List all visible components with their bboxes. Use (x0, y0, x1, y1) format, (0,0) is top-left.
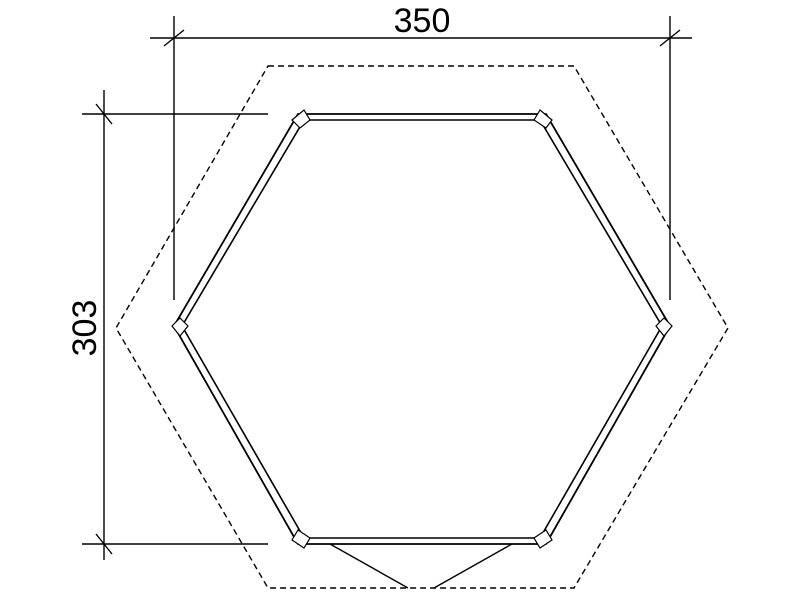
roof-overhang-outline (115, 65, 729, 589)
corner-post (291, 529, 311, 549)
tick-mark (659, 29, 681, 47)
entrance-lines (329, 543, 513, 589)
door-line-left (329, 543, 409, 589)
wall-inner-edge (181, 119, 663, 539)
tick-mark (163, 29, 185, 47)
corner-post (171, 317, 189, 337)
width-dimension (150, 16, 692, 300)
corner-post (533, 109, 553, 129)
corner-post (533, 529, 553, 549)
tick-mark (95, 103, 113, 125)
corner-post (655, 317, 673, 337)
wall-outline (172, 113, 672, 545)
tick-mark (95, 533, 113, 555)
wall-outer-edge (172, 113, 672, 545)
width-dimension-label: 350 (394, 2, 451, 40)
depth-dimension (82, 90, 268, 560)
corner-posts (171, 109, 673, 549)
door-line-right (433, 543, 513, 589)
corner-post (291, 109, 311, 129)
depth-dimension-label: 303 (66, 300, 104, 357)
